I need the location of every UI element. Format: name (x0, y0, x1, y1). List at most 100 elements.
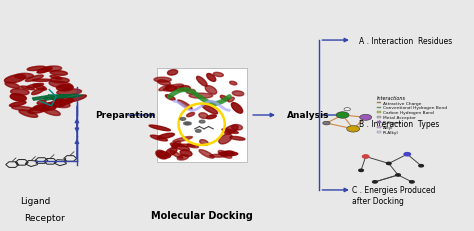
Ellipse shape (205, 86, 217, 95)
Circle shape (364, 156, 368, 158)
Ellipse shape (33, 85, 46, 91)
Ellipse shape (218, 151, 232, 158)
Ellipse shape (27, 67, 46, 71)
Circle shape (360, 115, 372, 121)
Ellipse shape (223, 151, 234, 156)
Ellipse shape (164, 85, 183, 92)
Ellipse shape (228, 98, 234, 103)
Text: Pi-Sigma: Pi-Sigma (383, 120, 402, 125)
Ellipse shape (66, 95, 86, 103)
Ellipse shape (173, 144, 196, 147)
Ellipse shape (157, 152, 171, 158)
Circle shape (363, 155, 369, 158)
Text: Alkyl: Alkyl (383, 125, 393, 129)
Circle shape (183, 122, 189, 125)
Text: B . Interaction  Types: B . Interaction Types (359, 119, 439, 128)
Ellipse shape (12, 107, 35, 111)
Ellipse shape (180, 150, 192, 157)
Bar (377, 102, 381, 104)
Ellipse shape (231, 125, 243, 131)
Ellipse shape (56, 85, 73, 91)
Ellipse shape (150, 136, 167, 141)
Ellipse shape (230, 137, 245, 140)
Ellipse shape (187, 113, 194, 117)
Ellipse shape (14, 74, 34, 79)
Ellipse shape (172, 141, 181, 148)
Ellipse shape (149, 125, 170, 131)
Ellipse shape (207, 115, 216, 119)
Text: Preparation: Preparation (95, 111, 156, 120)
Ellipse shape (157, 80, 170, 86)
Bar (377, 122, 381, 123)
Ellipse shape (33, 105, 56, 111)
Ellipse shape (5, 83, 19, 89)
Ellipse shape (37, 68, 52, 74)
Ellipse shape (170, 151, 183, 159)
Ellipse shape (50, 78, 69, 84)
Ellipse shape (175, 86, 184, 92)
Text: Analysis: Analysis (287, 111, 329, 120)
Text: Conventional Hydrogen Bond: Conventional Hydrogen Bond (383, 106, 447, 110)
Bar (377, 112, 381, 114)
Text: Interactions: Interactions (377, 96, 406, 101)
Ellipse shape (43, 103, 65, 107)
Ellipse shape (165, 95, 175, 101)
Ellipse shape (207, 74, 216, 82)
Ellipse shape (32, 88, 45, 95)
Bar (377, 126, 381, 128)
Circle shape (180, 118, 186, 121)
FancyArrow shape (44, 95, 71, 101)
Ellipse shape (178, 100, 192, 110)
Text: A . Interaction  Residues: A . Interaction Residues (359, 36, 452, 46)
Ellipse shape (50, 76, 62, 80)
Ellipse shape (43, 109, 60, 116)
Ellipse shape (57, 89, 82, 96)
Text: Carbon Hydrogen Bond: Carbon Hydrogen Bond (383, 111, 434, 115)
Ellipse shape (219, 134, 232, 144)
Circle shape (405, 153, 410, 156)
Ellipse shape (56, 98, 73, 105)
Ellipse shape (187, 144, 199, 148)
Circle shape (396, 174, 401, 176)
Text: Attractive Charge: Attractive Charge (383, 101, 421, 105)
Circle shape (386, 163, 391, 165)
Ellipse shape (170, 143, 190, 151)
Circle shape (419, 165, 423, 167)
FancyBboxPatch shape (156, 69, 247, 162)
Ellipse shape (220, 96, 229, 101)
Ellipse shape (224, 125, 238, 134)
Circle shape (347, 126, 360, 133)
Ellipse shape (210, 155, 227, 158)
Ellipse shape (159, 85, 172, 91)
Ellipse shape (10, 94, 26, 101)
Ellipse shape (219, 152, 238, 156)
Ellipse shape (19, 111, 38, 118)
Ellipse shape (10, 89, 29, 96)
Text: C . Energies Produced
after Docking: C . Energies Produced after Docking (352, 185, 435, 205)
Ellipse shape (27, 84, 44, 88)
Ellipse shape (9, 102, 26, 107)
Circle shape (336, 112, 349, 119)
Ellipse shape (28, 106, 49, 114)
Ellipse shape (199, 150, 214, 158)
Ellipse shape (20, 87, 35, 90)
Ellipse shape (189, 94, 213, 99)
Circle shape (373, 181, 377, 183)
Ellipse shape (55, 100, 69, 104)
Ellipse shape (231, 103, 243, 114)
Ellipse shape (186, 90, 195, 94)
Text: Receptor: Receptor (24, 213, 65, 222)
Ellipse shape (229, 82, 237, 85)
Ellipse shape (173, 137, 192, 142)
Ellipse shape (202, 105, 218, 114)
Circle shape (404, 153, 410, 156)
Ellipse shape (51, 101, 70, 108)
Ellipse shape (37, 100, 46, 105)
Ellipse shape (154, 78, 171, 83)
Ellipse shape (177, 155, 189, 160)
Ellipse shape (32, 80, 52, 82)
Circle shape (344, 108, 350, 111)
Ellipse shape (222, 129, 238, 134)
Ellipse shape (55, 100, 64, 104)
Ellipse shape (44, 67, 62, 72)
